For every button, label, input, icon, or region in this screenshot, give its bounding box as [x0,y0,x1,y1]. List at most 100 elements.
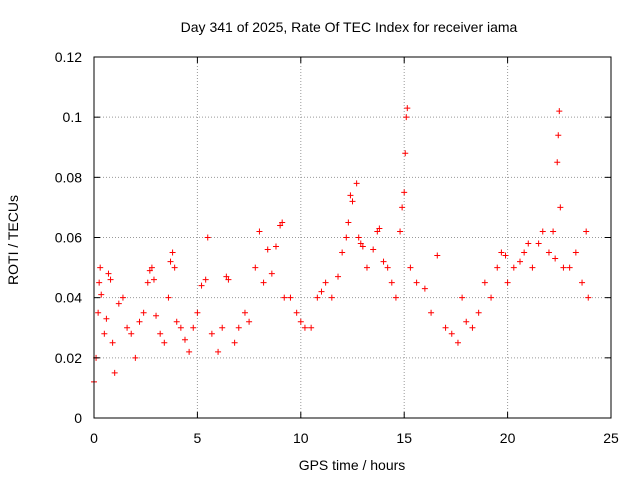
data-point [488,294,495,301]
data-point [392,294,399,301]
data-point [583,228,590,235]
data-point [517,258,524,265]
data-point [545,249,552,256]
data-point [494,264,501,271]
data-point [353,180,360,187]
data-point [194,309,201,316]
data-point [448,330,455,337]
data-point [407,264,414,271]
data-point [539,228,546,235]
x-tick-label: 10 [293,430,309,446]
data-point [585,294,592,301]
data-point [357,240,364,247]
data-point [572,249,579,256]
data-point [198,282,205,289]
data-point [463,318,470,325]
data-point [349,198,356,205]
x-axis-label: GPS time / hours [299,457,406,473]
x-tick-label: 20 [500,430,516,446]
data-point [566,264,573,271]
data-point [96,279,103,286]
data-point [153,312,160,319]
data-point [363,264,370,271]
data-point [397,228,404,235]
data-point [109,339,116,346]
x-tick-label: 0 [90,430,98,446]
data-point [434,252,441,259]
data-point [132,354,139,361]
data-point [339,249,346,256]
data-point [161,339,168,346]
data-point [355,234,362,241]
data-point [475,309,482,316]
data-point [95,309,102,316]
data-point [235,324,242,331]
data-point [459,294,466,301]
y-axis-label: ROTI / TECUs [5,195,21,285]
data-point [510,264,517,271]
data-point [144,279,151,286]
data-point [231,339,238,346]
data-point [171,264,178,271]
data-point [157,330,164,337]
data-point [119,294,126,301]
data-point [124,324,131,331]
data-point [428,309,435,316]
data-point [318,288,325,295]
data-point [186,348,193,355]
data-point [225,276,232,283]
y-tick-label: 0.1 [63,109,83,125]
data-point [223,273,230,280]
y-tick-label: 0.02 [55,350,82,366]
data-point [413,279,420,286]
data-points [91,105,592,385]
data-point [454,339,461,346]
data-point [293,309,300,316]
data-point [557,204,564,211]
data-point [469,324,476,331]
data-point [146,267,153,274]
data-point [529,264,536,271]
data-point [150,276,157,283]
data-point [502,252,509,259]
data-point [370,246,377,253]
data-point [560,264,567,271]
data-point [481,279,488,286]
data-point [169,249,176,256]
data-point [504,279,511,286]
data-point [272,243,279,250]
data-point [343,234,350,241]
y-tick-label: 0.06 [55,230,82,246]
data-point [279,219,286,226]
data-point [521,249,528,256]
data-point [442,324,449,331]
data-point [498,249,505,256]
data-point [301,324,308,331]
data-point [555,132,562,139]
data-point [579,279,586,286]
data-point [525,240,532,247]
y-tick-label: 0.04 [55,290,82,306]
chart-title: Day 341 of 2025, Rate Of TEC Index for r… [181,19,518,35]
data-point [105,270,112,277]
data-point [328,294,335,301]
y-tick-label: 0.08 [55,169,82,185]
data-point [421,285,428,292]
data-point [140,309,147,316]
data-point [165,294,172,301]
data-point [107,276,114,283]
data-point [98,291,105,298]
data-point [252,264,259,271]
data-point [136,318,143,325]
data-point [345,219,352,226]
data-point [322,279,329,286]
data-point [308,324,315,331]
data-point [287,294,294,301]
data-point [401,189,408,196]
data-point [380,258,387,265]
y-tick-label: 0 [74,410,82,426]
data-point [202,276,209,283]
data-point [374,228,381,235]
data-point [552,255,559,262]
data-point [97,264,104,271]
